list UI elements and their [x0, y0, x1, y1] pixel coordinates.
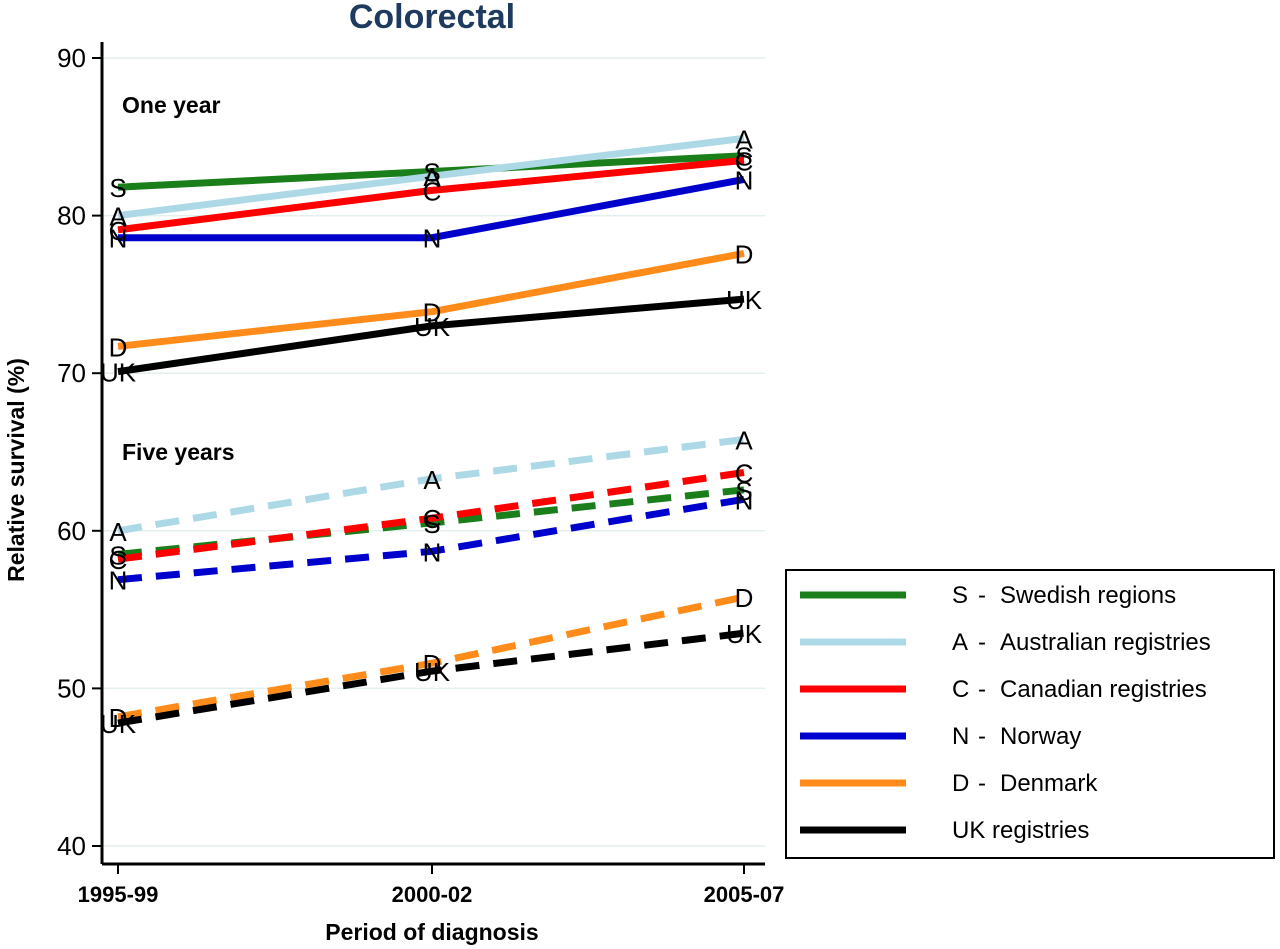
point-label: D: [735, 583, 754, 613]
legend-key: D: [952, 770, 969, 797]
point-label: UK: [100, 709, 137, 739]
legend-key: A: [952, 629, 968, 656]
y-tick-label: 90: [57, 43, 86, 73]
chart-title: Colorectal: [349, 0, 515, 36]
x-tick-label: 2005-07: [704, 882, 785, 907]
point-label: D: [735, 239, 754, 269]
point-label: C: [735, 146, 754, 176]
series-line-s-five-years: [117, 486, 745, 558]
series-line-s-one-year: [117, 152, 745, 191]
legend-separator: -: [978, 676, 986, 703]
legend-separator: -: [978, 629, 986, 656]
series-line-c-one-year: [117, 156, 745, 234]
x-axis-title: Period of diagnosis: [325, 919, 538, 945]
series-line-n-five-years: [117, 495, 745, 584]
point-label: A: [735, 124, 753, 154]
point-label: A: [423, 465, 441, 495]
point-label: N: [735, 485, 754, 515]
point-label: A: [735, 425, 753, 455]
legend-label: Canadian registries: [1000, 676, 1207, 703]
legend-separator: -: [978, 770, 986, 797]
legend-label: Swedish regions: [1000, 582, 1176, 609]
point-label: D: [109, 332, 128, 362]
y-tick-label: 70: [57, 358, 86, 388]
point-label: S: [423, 157, 440, 187]
y-axis-title: Relative survival (%): [3, 358, 29, 582]
point-label: C: [109, 545, 128, 575]
y-tick-label: 40: [57, 831, 86, 861]
series-line-a-one-year: [117, 134, 745, 220]
legend-label: Australian registries: [1000, 629, 1211, 656]
point-label: D: [423, 298, 442, 328]
y-ticks: 40 50 60 70 80 90: [57, 43, 102, 861]
point-label: N: [423, 224, 442, 254]
x-tick-label: 2000-02: [392, 882, 473, 907]
section-label-five-years: Five years: [122, 439, 235, 465]
point-label: C: [735, 458, 754, 488]
point-label: A: [423, 162, 441, 192]
legend-label: UK registries: [952, 817, 1089, 844]
legend-label: Norway: [1000, 723, 1081, 750]
x-tick-label: 1995-99: [78, 882, 159, 907]
point-label: S: [423, 509, 440, 539]
series-line-a-five-years: [117, 435, 745, 535]
legend-separator: -: [978, 723, 986, 750]
section-label-one-year: One year: [122, 92, 220, 118]
legend-key: C: [952, 676, 969, 703]
point-label: C: [423, 504, 442, 534]
point-label: D: [423, 649, 442, 679]
plot-series: [117, 134, 745, 727]
point-label: A: [109, 202, 127, 232]
legend-separator: -: [978, 582, 986, 609]
series-line-d-five-years: [117, 593, 745, 721]
y-tick-label: 50: [57, 673, 86, 703]
series-line-uk-one-year: [117, 295, 745, 376]
point-label: N: [423, 537, 442, 567]
series-line-uk-five-years: [117, 629, 745, 727]
point-label: UK: [726, 619, 763, 649]
legend-key: S: [952, 582, 968, 609]
y-tick-label: 80: [57, 201, 86, 231]
series-line-c-five-years: [117, 469, 745, 563]
y-tick-label: 60: [57, 516, 86, 546]
point-label: N: [109, 224, 128, 254]
x-ticks: 1995-99 2000-02 2005-07: [78, 864, 785, 907]
point-label: UK: [414, 657, 451, 687]
point-label: UK: [414, 312, 451, 342]
point-label: S: [735, 142, 752, 172]
axes: [100, 42, 765, 866]
series-line-d-one-year: [117, 249, 745, 350]
point-label: UK: [726, 285, 763, 315]
legend-box: [785, 569, 1275, 859]
point-label: A: [109, 517, 127, 547]
legend-key: N: [952, 723, 969, 750]
point-label: S: [109, 173, 126, 203]
point-label: S: [735, 476, 752, 506]
legend-label: Denmark: [1000, 770, 1098, 797]
point-label: C: [109, 216, 128, 246]
point-label: UK: [100, 358, 137, 388]
point-label: N: [109, 566, 128, 596]
point-label: D: [109, 703, 128, 733]
series-line-n-one-year: [118, 175, 745, 242]
point-label: N: [735, 165, 754, 195]
point-label: S: [109, 540, 126, 570]
point-label: C: [423, 176, 442, 206]
